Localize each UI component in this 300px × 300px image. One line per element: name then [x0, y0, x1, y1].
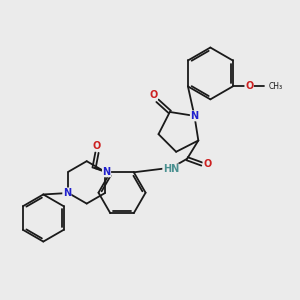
Text: CH₃: CH₃: [269, 82, 283, 91]
Text: O: O: [93, 141, 101, 151]
Text: N: N: [63, 188, 71, 198]
Text: N: N: [103, 167, 111, 177]
Text: O: O: [203, 159, 211, 169]
Text: HN: HN: [163, 164, 179, 174]
Text: N: N: [190, 111, 199, 121]
Text: O: O: [245, 81, 254, 92]
Text: O: O: [149, 91, 158, 100]
